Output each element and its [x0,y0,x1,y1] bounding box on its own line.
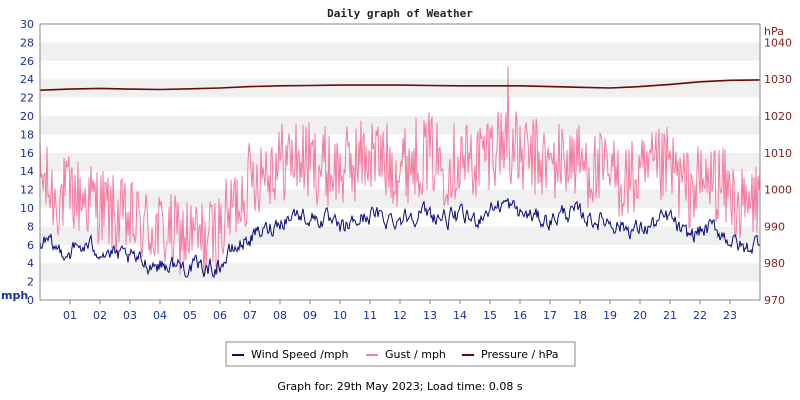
grid-band [40,189,760,208]
left-tick-label: 10 [20,202,34,215]
x-tick-label: 03 [123,309,137,322]
right-tick-label: 980 [764,257,785,270]
pressure-line [39,79,761,91]
left-tick-label: 28 [20,36,34,49]
left-tick-label: 12 [20,184,34,197]
gust-line [39,66,761,277]
gust-series [39,66,761,277]
legend: Wind Speed /mph Gust / mph Pressure / hP… [225,341,576,367]
left-axis-unit: mph [1,289,28,302]
left-tick-label: 20 [20,110,34,123]
x-tick-label: 06 [213,309,227,322]
legend-box [225,341,576,367]
grid-band [40,116,760,135]
left-tick-label: 0 [27,294,34,307]
x-tick-label: 10 [333,309,347,322]
right-tick-label: 1010 [764,147,792,160]
right-tick-label: 970 [764,294,785,307]
left-tick-label: 18 [20,128,34,141]
x-axis-ticks: 01 02 03 04 05 06 07 08 09 10 11 12 13 14 15 16 17 18 19 20… [63,300,737,322]
x-tick-label: 13 [423,309,437,322]
left-tick-label: 24 [20,73,34,86]
x-tick-label: 16 [513,309,527,322]
x-tick-label: 14 [453,309,467,322]
x-tick-label: 22 [693,309,707,322]
x-tick-label: 07 [243,309,257,322]
x-tick-label: 18 [573,309,587,322]
x-tick-label: 20 [633,309,647,322]
grid-band [40,281,760,300]
right-tick-label: 1040 [764,36,792,49]
x-tick-label: 23 [723,309,737,322]
left-tick-label: 22 [20,92,34,105]
pressure-series [39,79,761,91]
right-axis-ticks: 970 980 990 1000 1010 1020 1030 1040 [764,36,792,307]
grid-band [40,97,760,116]
grid-band [40,171,760,190]
legend-label-pressure: Pressure / hPa [481,348,559,361]
legend-label-gust: Gust / mph [385,348,446,361]
grid-band [40,79,760,98]
grid-bands [40,24,760,300]
right-tick-label: 990 [764,220,785,233]
x-tick-label: 09 [303,309,317,322]
grid-band [40,42,760,61]
x-tick-label: 01 [63,309,77,322]
left-tick-label: 26 [20,55,34,68]
left-tick-label: 16 [20,147,34,160]
x-tick-label: 11 [363,309,377,322]
chart-title: Daily graph of Weather [327,7,473,20]
grid-band [40,24,760,43]
x-tick-label: 19 [603,309,617,322]
right-tick-label: 1030 [764,73,792,86]
right-tick-label: 1000 [764,184,792,197]
x-tick-label: 08 [273,309,287,322]
grid-band [40,244,760,264]
x-tick-label: 21 [663,309,677,322]
x-tick-label: 12 [393,309,407,322]
left-tick-label: 8 [27,220,34,233]
left-tick-label: 30 [20,18,34,31]
left-tick-label: 2 [27,276,34,289]
left-tick-label: 14 [20,165,34,178]
x-tick-label: 17 [543,309,557,322]
legend-label-wind: Wind Speed /mph [251,348,349,361]
wind-speed-line [39,198,761,278]
left-tick-label: 4 [27,257,34,270]
grid-band [40,134,760,153]
x-tick-label: 15 [483,309,497,322]
wind-speed-series [39,198,761,278]
right-tick-label: 1020 [764,110,792,123]
grid-band [40,263,760,282]
footer-status: Graph for: 29th May 2023; Load time: 0.0… [277,380,523,393]
x-tick-label: 05 [183,309,197,322]
grid-band [40,60,760,80]
x-tick-label: 04 [153,309,167,322]
x-tick-label: 02 [93,309,107,322]
right-axis-unit: hPa [764,25,784,38]
left-tick-label: 6 [27,239,34,252]
